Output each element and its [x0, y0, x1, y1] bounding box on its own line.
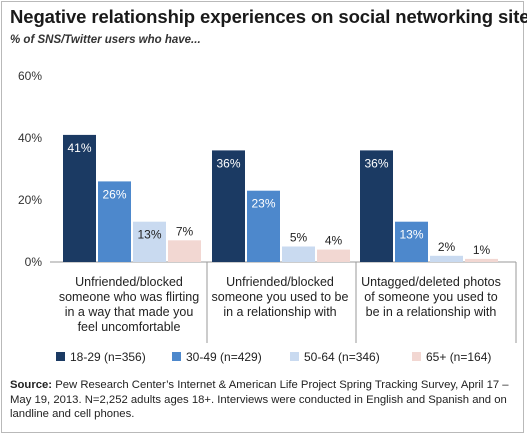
category-label: Unfriended/blocked [75, 275, 183, 289]
bar [360, 150, 393, 262]
category-label: in a relationship with [223, 305, 336, 319]
bar [430, 255, 463, 262]
legend-swatch [56, 352, 65, 361]
bar [98, 181, 131, 262]
bar [212, 150, 245, 262]
category-label: someone you used to be [212, 290, 349, 304]
data-label: 7% [176, 224, 194, 238]
data-label: 26% [102, 187, 126, 201]
bar [63, 134, 96, 262]
source-note: Source: Pew Research Center’s Internet &… [10, 378, 515, 422]
data-label: 1% [473, 243, 491, 257]
category-label: be in a relationship with [366, 305, 497, 319]
category-label: Unfriended/blocked [226, 275, 334, 289]
data-label: 13% [399, 228, 423, 242]
legend-swatch [412, 352, 421, 361]
legend-label: 65+ (n=164) [426, 350, 491, 364]
category-label: someone who was flirting [59, 290, 199, 304]
data-label: 23% [251, 197, 275, 211]
y-tick-label: 40% [18, 131, 42, 145]
data-label: 4% [325, 234, 343, 248]
source-label: Source: [10, 379, 53, 391]
bar [395, 221, 428, 262]
chart-subtitle: % of SNS/Twitter users who have... [10, 34, 201, 46]
data-label: 13% [137, 228, 161, 242]
legend-label: 18-29 (n=356) [70, 350, 146, 364]
bar [247, 190, 280, 262]
y-tick-label: 0% [25, 255, 43, 269]
legend-swatch [172, 352, 181, 361]
data-label: 5% [290, 231, 308, 245]
bar [282, 246, 315, 262]
data-label: 36% [216, 156, 240, 170]
data-label: 2% [438, 240, 456, 254]
bar [133, 221, 166, 262]
source-text: Pew Research Center’s Internet & America… [10, 379, 509, 420]
chart-title: Negative relationship experiences on soc… [10, 6, 527, 27]
y-tick-label: 60% [18, 69, 42, 83]
category-label: Untagged/deleted photos [361, 275, 501, 289]
bar [168, 240, 201, 262]
legend-label: 50-64 (n=346) [304, 350, 380, 364]
data-label: 41% [67, 141, 91, 155]
bar [465, 258, 498, 262]
y-tick-label: 20% [18, 193, 42, 207]
category-label: of someone you used to [364, 290, 497, 304]
bar [317, 249, 350, 262]
legend-label: 30-49 (n=429) [186, 350, 262, 364]
legend-swatch [290, 352, 299, 361]
category-label: in a way that made you [65, 305, 194, 319]
data-label: 36% [364, 156, 388, 170]
category-label: feel uncomfortable [78, 320, 181, 334]
